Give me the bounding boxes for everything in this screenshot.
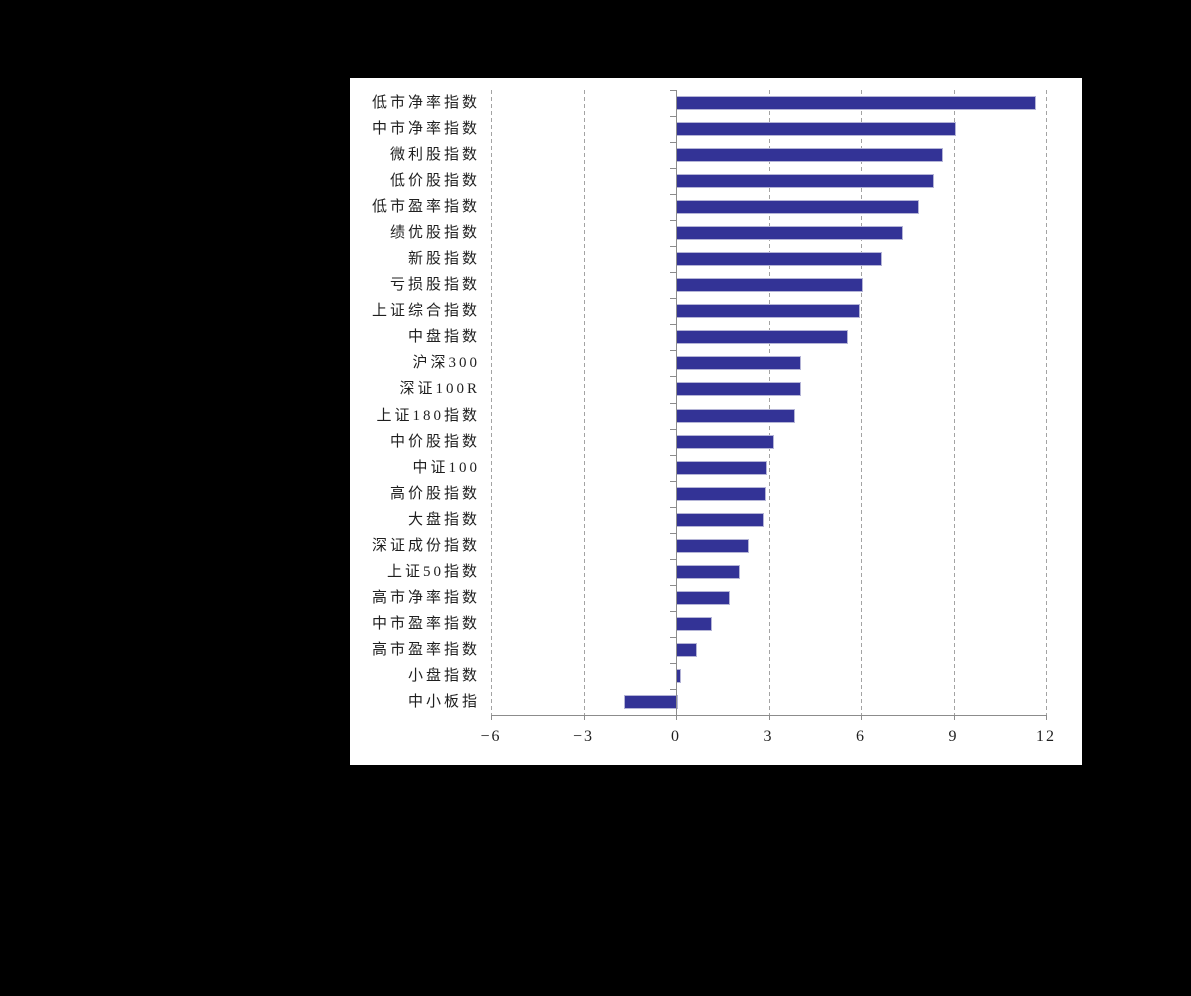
category-label: 低价股指数 xyxy=(389,173,480,190)
category-label: 上证180指数 xyxy=(376,407,480,424)
category-axis-tick xyxy=(670,480,676,482)
bar xyxy=(676,616,712,631)
category-label: 亏损股指数 xyxy=(389,277,480,294)
bar xyxy=(676,356,802,371)
category-label: 新股指数 xyxy=(407,251,480,268)
category-axis-tick xyxy=(670,636,676,638)
category-label: 中市盈率指数 xyxy=(371,615,480,632)
category-label: 上证综合指数 xyxy=(371,303,480,320)
category-label: 中小板指 xyxy=(407,693,480,710)
category-axis-tick xyxy=(670,402,676,404)
category-axis-tick xyxy=(670,350,676,352)
x-axis-tick xyxy=(583,715,585,720)
bar xyxy=(676,590,731,605)
category-label: 绩优股指数 xyxy=(389,225,480,242)
category-label: 中市净率指数 xyxy=(371,121,480,138)
category-label: 高市盈率指数 xyxy=(371,641,480,658)
category-label: 高市净率指数 xyxy=(371,589,480,606)
bar xyxy=(676,122,956,137)
figure-area: 低市净率指数 中市净率指数微利股指数低价股指数低市盈率指数绩优股指数新股指数亏损股… xyxy=(350,78,1082,765)
category-label: 高价股指数 xyxy=(389,485,480,502)
x-axis-tick xyxy=(768,715,770,720)
vertical-gridline xyxy=(1046,90,1047,715)
category-label: 低市盈率指数 xyxy=(371,199,480,216)
category-label: 沪深300 xyxy=(412,355,480,372)
x-axis-tick xyxy=(676,715,677,720)
category-axis-tick xyxy=(670,454,676,456)
category-axis-tick xyxy=(670,116,676,118)
x-tick-label: 6 xyxy=(856,728,866,745)
vertical-gridline xyxy=(583,90,585,715)
bar xyxy=(676,486,766,501)
bar xyxy=(676,538,749,553)
bar xyxy=(676,252,882,267)
bar xyxy=(676,382,802,397)
bar xyxy=(676,460,768,475)
bar xyxy=(676,278,863,293)
bar xyxy=(676,434,774,449)
category-axis-tick xyxy=(670,506,676,508)
bar xyxy=(676,200,919,215)
category-axis-tick xyxy=(670,246,676,248)
bar xyxy=(676,96,1036,111)
category-axis-tick xyxy=(670,194,676,196)
category-axis-tick xyxy=(670,688,676,690)
bar xyxy=(676,408,796,423)
plot-area xyxy=(491,90,1047,720)
x-tick-label: −3 xyxy=(572,728,595,745)
category-label: 上证50指数 xyxy=(386,563,480,580)
x-tick-label: 9 xyxy=(948,728,959,745)
category-axis-tick xyxy=(670,428,676,430)
category-label: 中价股指数 xyxy=(389,433,480,450)
vertical-gridline xyxy=(768,90,770,715)
category-axis-tick xyxy=(670,298,676,300)
category-label: 深证100R xyxy=(399,381,480,398)
bar xyxy=(623,694,678,709)
category-label: 深证成份指数 xyxy=(371,537,480,554)
bar xyxy=(676,304,860,319)
x-axis-tick xyxy=(861,715,862,720)
category-axis-tick xyxy=(670,532,676,534)
x-axis-tick xyxy=(491,715,492,720)
category-axis-line xyxy=(676,90,677,715)
category-axis-tick xyxy=(670,324,676,326)
category-label: 微利股指数 xyxy=(389,147,480,164)
category-label: 低市净率指数 xyxy=(371,95,480,112)
category-label: 小盘指数 xyxy=(407,667,480,684)
vertical-gridline xyxy=(861,90,862,715)
category-axis-tick xyxy=(670,376,676,378)
x-axis-tick xyxy=(953,715,955,720)
category-axis-tick xyxy=(670,610,676,612)
category-axis-tick xyxy=(670,220,676,222)
bar xyxy=(676,564,740,579)
category-axis-tick xyxy=(670,272,676,274)
bar xyxy=(676,642,697,657)
x-tick-label: −6 xyxy=(480,728,502,745)
vertical-gridline xyxy=(953,90,955,715)
category-axis-tick xyxy=(670,90,676,91)
category-label: 中盘指数 xyxy=(407,329,480,346)
x-tick-label: 3 xyxy=(763,728,774,745)
bar xyxy=(676,226,904,241)
x-tick-label: 12 xyxy=(1036,728,1056,745)
category-axis-tick xyxy=(670,558,676,560)
x-axis-tick xyxy=(1046,715,1047,720)
category-axis-tick xyxy=(670,168,676,170)
category-label: 中证100 xyxy=(412,459,480,476)
bar xyxy=(676,330,848,345)
category-axis-tick xyxy=(670,142,676,144)
category-axis-tick xyxy=(670,662,676,664)
x-tick-label: 0 xyxy=(671,728,681,745)
category-label: 大盘指数 xyxy=(407,511,480,528)
category-axis-tick xyxy=(670,584,676,586)
bar xyxy=(676,174,934,189)
vertical-gridline xyxy=(491,90,492,715)
bar xyxy=(676,512,765,527)
bar xyxy=(676,148,944,163)
